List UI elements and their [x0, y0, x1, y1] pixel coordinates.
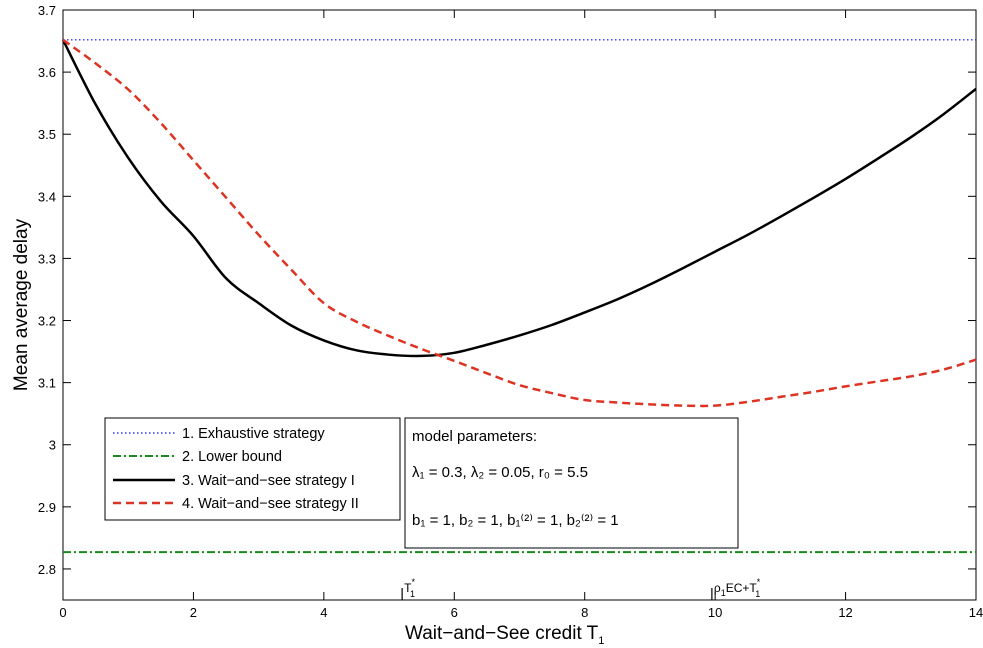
y-tick-label: 3.4 — [38, 189, 56, 204]
x-tick-label: 14 — [969, 605, 983, 620]
legend: 1. Exhaustive strategy 2. Lower bound 3.… — [104, 417, 401, 521]
series — [61, 38, 977, 554]
x-axis-title-sub: 1 — [598, 635, 604, 647]
x-tick-label: 10 — [708, 605, 722, 620]
y-tick-label: 3.6 — [38, 65, 56, 80]
ticks: 0 2 4 6 8 10 12 14 2.8 2.9 3 3.1 3.2 3.3 3.4 3.5 3.6 3.7 — [38, 3, 983, 620]
x-tick-label: 4 — [320, 605, 327, 620]
parameters-title: model parameters: — [412, 428, 537, 445]
y-tick-label: 3 — [49, 438, 56, 453]
legend-label-4: 4. Wait−and−see strategy II — [182, 496, 359, 512]
x-tick-label: 0 — [59, 605, 66, 620]
legend-label-3: 3. Wait−and−see strategy I — [182, 473, 355, 489]
y-tick-label: 3.3 — [38, 251, 56, 266]
x-axis-title-main: Wait−and−See credit T — [405, 623, 599, 644]
y-tick-label: 3.1 — [38, 376, 56, 391]
y-tick-label: 2.8 — [38, 562, 56, 577]
y-tick-label: 3.5 — [38, 127, 56, 142]
x-tick-label: 8 — [581, 605, 588, 620]
x-tick-label: 12 — [838, 605, 852, 620]
legend-label-1: 1. Exhaustive strategy — [182, 426, 325, 442]
series-line-3 — [61, 39, 977, 358]
series-line-4 — [62, 38, 977, 408]
y-axis-title: Mean average delay — [11, 218, 32, 391]
parameters-box: model parameters: λ₁ = 0.3, λ₂ = 0.05, r… — [404, 417, 739, 549]
x-axis-title: Wait−and−See credit T1 — [405, 623, 604, 647]
markers: T* 1 ρ1EC+T* 1 — [401, 577, 761, 600]
parameters-frame — [404, 417, 739, 549]
y-tick-label: 2.9 — [38, 500, 56, 515]
y-tick-label: 3.2 — [38, 314, 56, 329]
y-tick-label: 3.7 — [38, 3, 56, 18]
legend-label-2: 2. Lower bound — [182, 449, 282, 465]
marker-label-1: T* 1 — [404, 577, 415, 599]
marker-label-2: ρ1EC+T* 1 — [714, 577, 761, 599]
x-tick-label: 2 — [190, 605, 197, 620]
parameters-line-1: λ₁ = 0.3, λ₂ = 0.05, r₀ = 5.5 — [412, 464, 588, 481]
parameters-line-2: b₁ = 1, b₂ = 1, b₁⁽²⁾ = 1, b₂⁽²⁾ = 1 — [412, 512, 619, 529]
x-tick-label: 6 — [451, 605, 458, 620]
